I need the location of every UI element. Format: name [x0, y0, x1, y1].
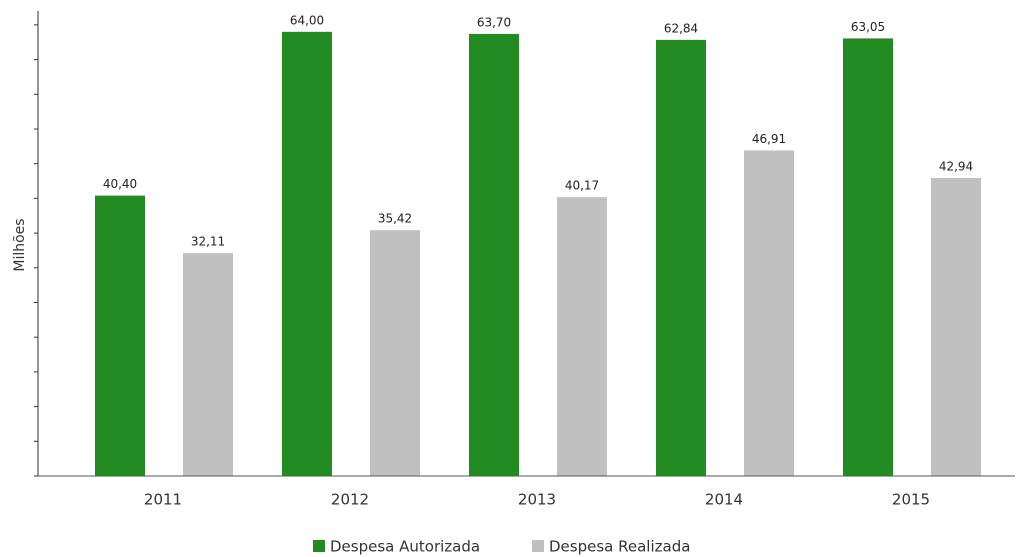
bar	[557, 197, 607, 477]
x-tick-label: 2012	[331, 491, 369, 509]
value-label: 46,91	[752, 132, 786, 146]
bar	[95, 195, 145, 476]
value-label: 32,11	[191, 235, 225, 249]
value-label: 40,40	[103, 177, 137, 191]
bar	[656, 39, 706, 476]
legend-swatch	[313, 540, 325, 552]
bar	[282, 31, 332, 477]
bar	[843, 38, 893, 476]
x-tick-label: 2013	[518, 491, 556, 509]
legend-label: Despesa Realizada	[549, 538, 690, 556]
y-axis-label: Milhões	[12, 218, 28, 271]
legend-label: Despesa Autorizada	[330, 538, 480, 556]
bar	[931, 177, 981, 476]
value-label: 42,94	[939, 159, 973, 173]
bar	[370, 230, 420, 476]
value-label: 40,17	[565, 179, 599, 193]
legend-swatch	[532, 540, 544, 552]
bar	[744, 150, 794, 476]
x-tick-label: 2014	[705, 491, 743, 509]
x-tick-label: 2015	[892, 491, 930, 509]
value-label: 62,84	[664, 21, 698, 35]
value-label: 64,00	[290, 13, 324, 27]
value-label: 63,70	[477, 15, 511, 29]
value-label: 63,05	[851, 20, 885, 34]
bar	[183, 253, 233, 476]
x-tick-label: 2011	[144, 491, 182, 509]
bar	[469, 33, 519, 476]
value-label: 35,42	[378, 212, 412, 226]
